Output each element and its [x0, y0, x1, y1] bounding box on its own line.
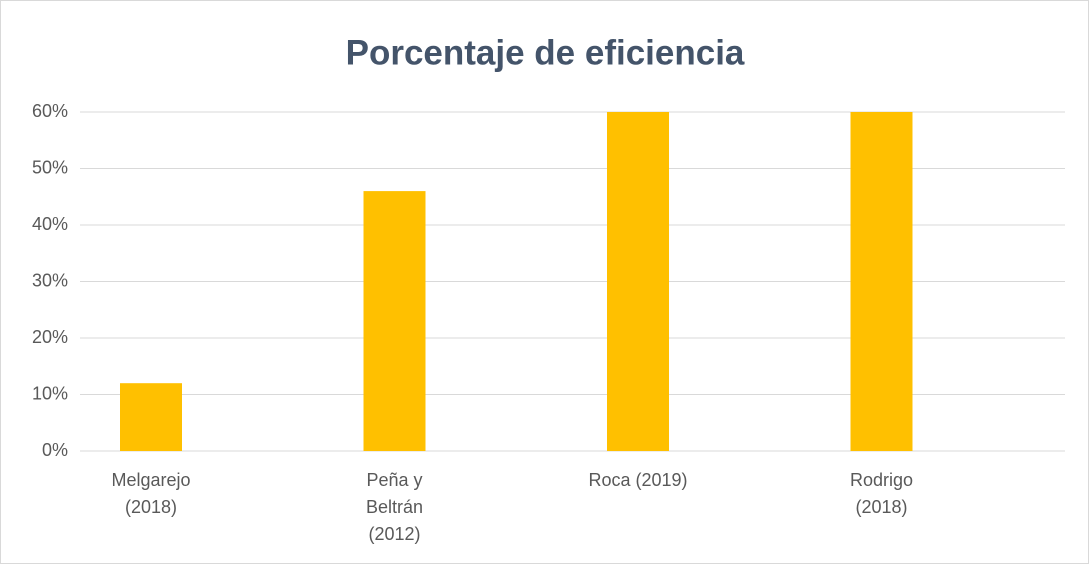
x-tick-label: Rodrigo (2018): [850, 470, 913, 517]
bar: [363, 191, 426, 451]
y-tick-label: 0%: [42, 440, 68, 460]
x-tick-label: Melgarejo (2018): [111, 470, 190, 517]
bar: [850, 112, 913, 451]
y-tick-label: 60%: [32, 101, 68, 121]
y-tick-label: 40%: [32, 214, 68, 234]
y-tick-label: 10%: [32, 383, 68, 403]
bar: [607, 112, 669, 451]
x-tick-label: Roca (2019): [588, 470, 687, 490]
bar: [120, 383, 182, 451]
y-tick-label: 50%: [32, 157, 68, 177]
y-tick-label: 20%: [32, 327, 68, 347]
x-tick-label: Peña y Beltrán (2012): [366, 470, 423, 544]
chart-title: Porcentaje de eficiencia: [346, 33, 745, 72]
y-tick-label: 30%: [32, 270, 68, 290]
